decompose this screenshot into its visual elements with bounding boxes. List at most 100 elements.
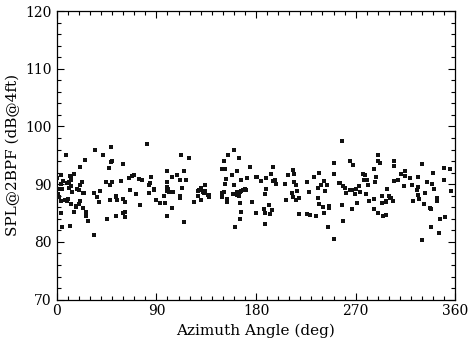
Point	[180, 219, 188, 225]
Point	[230, 182, 238, 188]
Point	[68, 189, 76, 194]
Point	[58, 224, 66, 230]
Point	[121, 209, 128, 215]
Point	[119, 211, 127, 216]
Point	[138, 178, 146, 183]
Point	[223, 199, 231, 205]
Point	[349, 162, 357, 168]
Point	[237, 216, 244, 221]
Point	[82, 158, 89, 163]
Point	[197, 198, 205, 203]
Point	[346, 158, 354, 164]
Point	[233, 189, 240, 195]
Point	[390, 164, 398, 169]
Point	[303, 180, 311, 185]
Point	[306, 189, 313, 194]
Point	[320, 178, 328, 183]
Point	[339, 218, 347, 224]
Point	[62, 197, 69, 202]
Point	[315, 171, 323, 176]
Point	[390, 178, 397, 183]
Point	[262, 191, 269, 196]
Point	[164, 186, 172, 192]
Point	[102, 179, 109, 184]
Point	[373, 174, 380, 180]
Point	[352, 186, 360, 192]
Point	[163, 188, 170, 194]
Point	[146, 182, 153, 188]
Point	[204, 192, 211, 198]
Point	[348, 206, 356, 212]
Point	[429, 170, 437, 175]
Point	[318, 182, 325, 187]
Point	[246, 165, 254, 170]
Point	[76, 182, 84, 188]
Point	[164, 185, 171, 190]
Point	[108, 179, 116, 185]
Point	[64, 196, 72, 202]
Point	[57, 199, 65, 204]
Point	[165, 190, 173, 195]
Point	[62, 153, 69, 158]
Point	[433, 195, 440, 200]
Point	[243, 188, 250, 193]
Point	[363, 177, 371, 182]
Point	[401, 168, 409, 174]
Point	[269, 179, 277, 184]
Point	[374, 153, 382, 158]
Point	[236, 189, 244, 195]
Point	[55, 191, 62, 196]
Point	[176, 193, 183, 199]
Point	[67, 175, 75, 180]
Point	[415, 196, 423, 202]
Point	[112, 194, 120, 200]
Point	[306, 212, 314, 217]
Point	[253, 211, 260, 216]
Point	[70, 171, 77, 177]
Point	[73, 203, 80, 208]
Point	[296, 195, 303, 201]
Point	[272, 178, 279, 183]
Point	[447, 189, 455, 194]
Point	[82, 209, 90, 214]
Point	[91, 232, 98, 237]
Point	[96, 199, 103, 205]
Point	[388, 195, 395, 201]
Point	[428, 181, 436, 187]
Point	[237, 189, 245, 194]
Point	[164, 213, 171, 219]
Point	[176, 177, 184, 183]
Point	[272, 181, 280, 186]
Point	[185, 155, 193, 161]
Point	[428, 206, 435, 212]
Point	[315, 201, 323, 207]
Point	[91, 190, 98, 196]
Point	[356, 189, 363, 195]
Point	[408, 182, 415, 188]
Point	[126, 187, 134, 193]
Point	[413, 187, 421, 192]
Point	[225, 153, 232, 158]
Point	[63, 180, 71, 186]
Point	[228, 172, 236, 178]
Point	[391, 158, 398, 164]
Point	[176, 195, 184, 201]
Point	[389, 198, 397, 204]
Point	[324, 225, 332, 230]
Point	[282, 197, 290, 203]
Point	[312, 213, 319, 219]
Point	[201, 188, 209, 194]
Point	[201, 183, 209, 188]
Point	[152, 197, 159, 203]
Point	[442, 214, 449, 220]
Point	[150, 186, 157, 192]
Point	[77, 198, 84, 204]
Point	[418, 237, 426, 243]
Point	[112, 213, 120, 219]
Point	[108, 144, 115, 150]
Point	[335, 180, 343, 186]
Point	[108, 158, 116, 164]
Point	[370, 197, 377, 202]
Point	[378, 193, 385, 198]
Point	[361, 173, 369, 178]
